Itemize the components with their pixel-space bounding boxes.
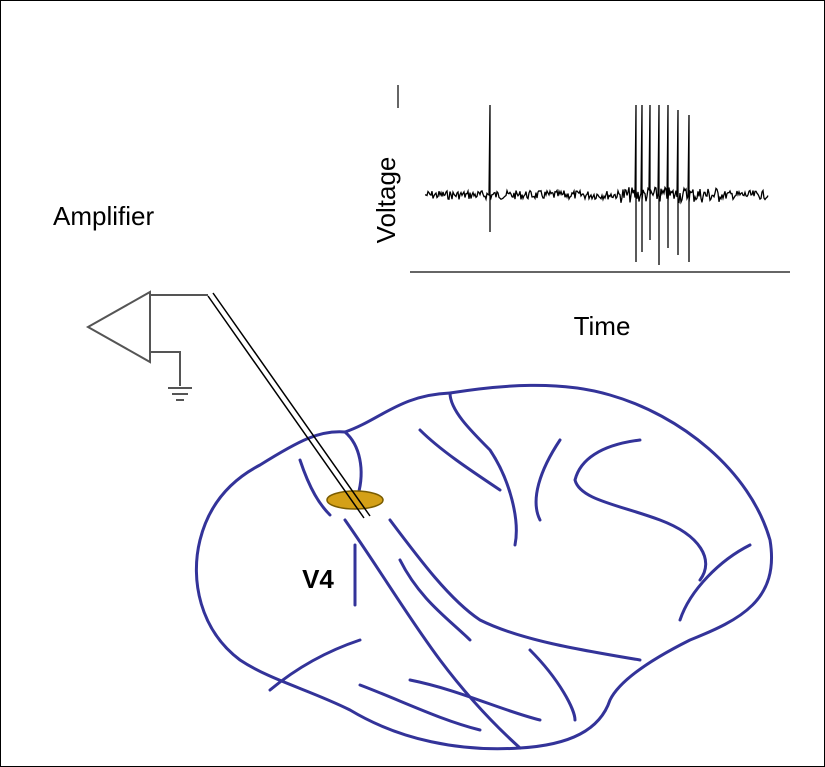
area-label: V4	[302, 564, 334, 594]
electrode	[207, 292, 371, 519]
y-axis-label: Voltage	[371, 157, 401, 244]
recording-site	[326, 490, 384, 510]
amplifier-symbol	[85, 290, 208, 401]
x-axis-label: Time	[574, 311, 631, 341]
brain-outline	[194, 383, 773, 751]
amplifier-label: Amplifier	[53, 201, 154, 231]
voltage-trace	[424, 104, 769, 265]
